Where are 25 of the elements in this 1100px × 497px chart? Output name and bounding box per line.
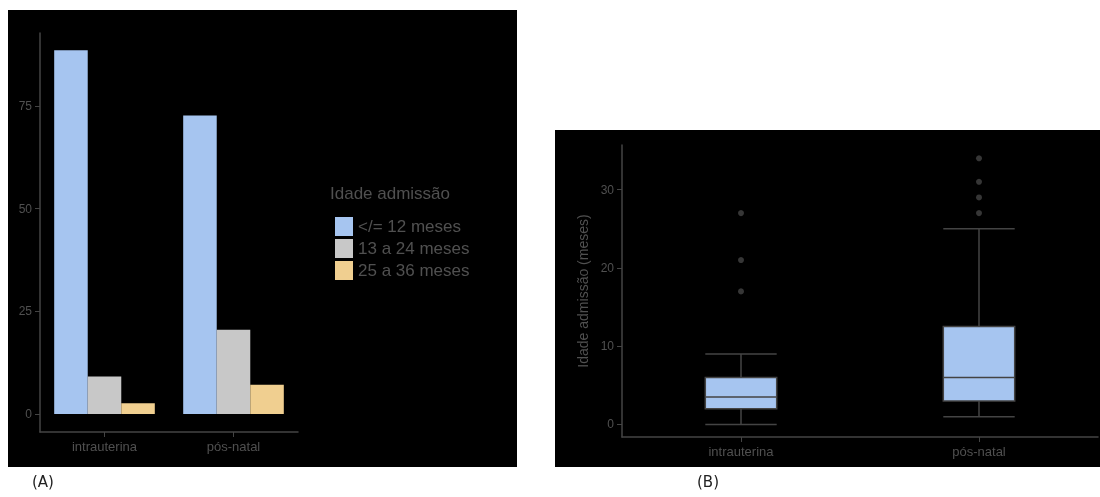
legend-label: 25 a 36 meses xyxy=(358,261,470,280)
legend-label: </= 12 meses xyxy=(358,217,462,236)
y-tick-label: 25 xyxy=(18,304,33,319)
x-tick-label: pós-natal xyxy=(952,444,1006,459)
y-tick-label: 20 xyxy=(600,260,615,275)
bar xyxy=(250,384,284,414)
x-tick-label: intrauterina xyxy=(71,439,138,454)
text: (A) xyxy=(32,473,54,491)
y-tick-label: 0 xyxy=(607,417,615,432)
legend-label: 13 a 24 meses xyxy=(358,239,470,258)
bar xyxy=(183,115,217,414)
y-tick-label: 10 xyxy=(600,339,615,354)
bar xyxy=(216,329,251,414)
x-tick-label: intrauterina xyxy=(708,444,775,459)
y-tick-label: 75 xyxy=(18,99,33,114)
y-tick-label: 0 xyxy=(25,406,33,421)
text: (B) xyxy=(697,473,719,491)
bar xyxy=(54,50,88,414)
x-tick-label: pós-natal xyxy=(206,439,261,454)
bar xyxy=(87,376,122,414)
legend-title: Idade admissão xyxy=(330,184,451,203)
y-axis-title: Idade admissão (meses) xyxy=(574,214,591,368)
bar xyxy=(121,403,155,414)
y-tick-label: 30 xyxy=(600,182,615,197)
y-tick-label: 50 xyxy=(18,201,33,216)
